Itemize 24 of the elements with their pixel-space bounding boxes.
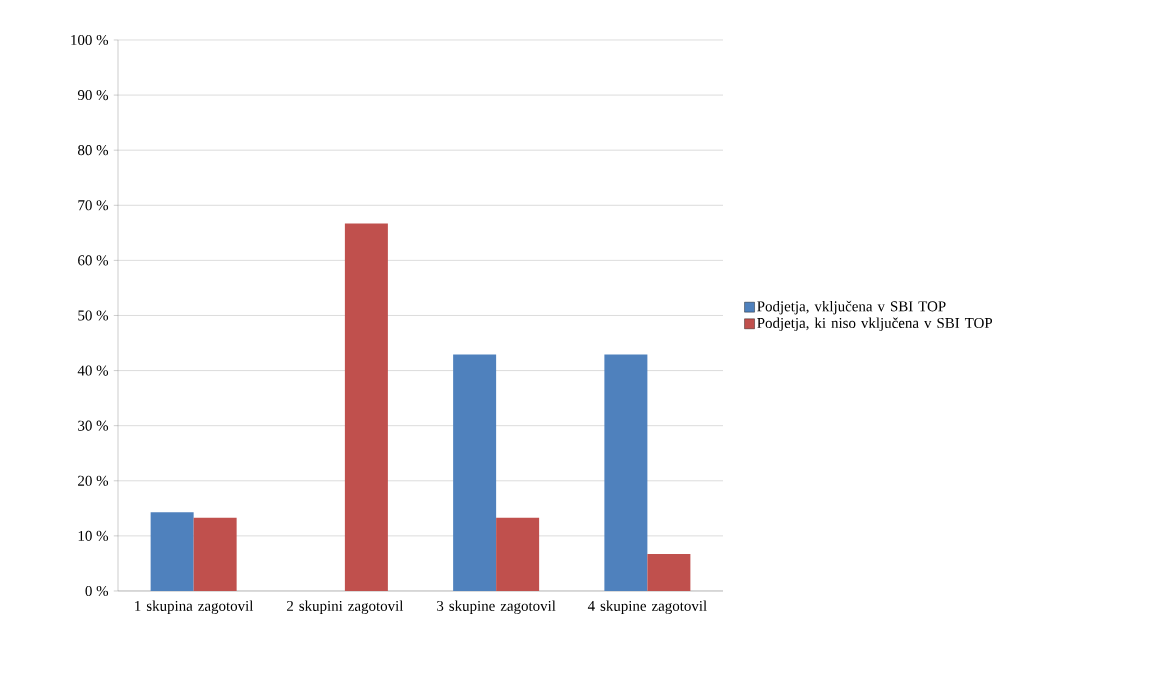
bar	[604, 354, 648, 591]
x-tick-label: 4 skupine zagotovil	[587, 600, 707, 614]
x-tick-label: 3 skupine zagotovil	[437, 600, 556, 614]
y-tick-label: 70 %	[78, 200, 109, 211]
x-tick-label: 2 skupini zagotovil	[287, 600, 404, 614]
x-tick-label: 1 skupina zagotovil	[135, 600, 254, 614]
legend-label: Podjetja, ki niso vključena v SBI TOP	[757, 317, 993, 332]
bar	[193, 517, 237, 591]
y-tick-label: 80 %	[78, 145, 109, 156]
y-tick-label: 100 %	[71, 34, 109, 46]
y-tick-label: 90 %	[77, 90, 109, 101]
bar	[150, 512, 194, 591]
legend-label: Podjetja, vključena v SBI TOP	[757, 300, 946, 315]
y-tick-label: 50 %	[78, 310, 109, 321]
bar	[344, 223, 388, 591]
bar	[496, 517, 540, 591]
y-tick-label: 30 %	[78, 420, 109, 431]
y-tick-label: 60 %	[78, 255, 109, 266]
y-tick-label: 20 %	[78, 475, 109, 486]
y-tick-label: 0 %	[85, 585, 109, 597]
y-tick-label: 10 %	[78, 530, 109, 541]
bar	[647, 554, 691, 591]
bar	[453, 354, 497, 591]
y-tick-label: 40 %	[77, 365, 109, 376]
